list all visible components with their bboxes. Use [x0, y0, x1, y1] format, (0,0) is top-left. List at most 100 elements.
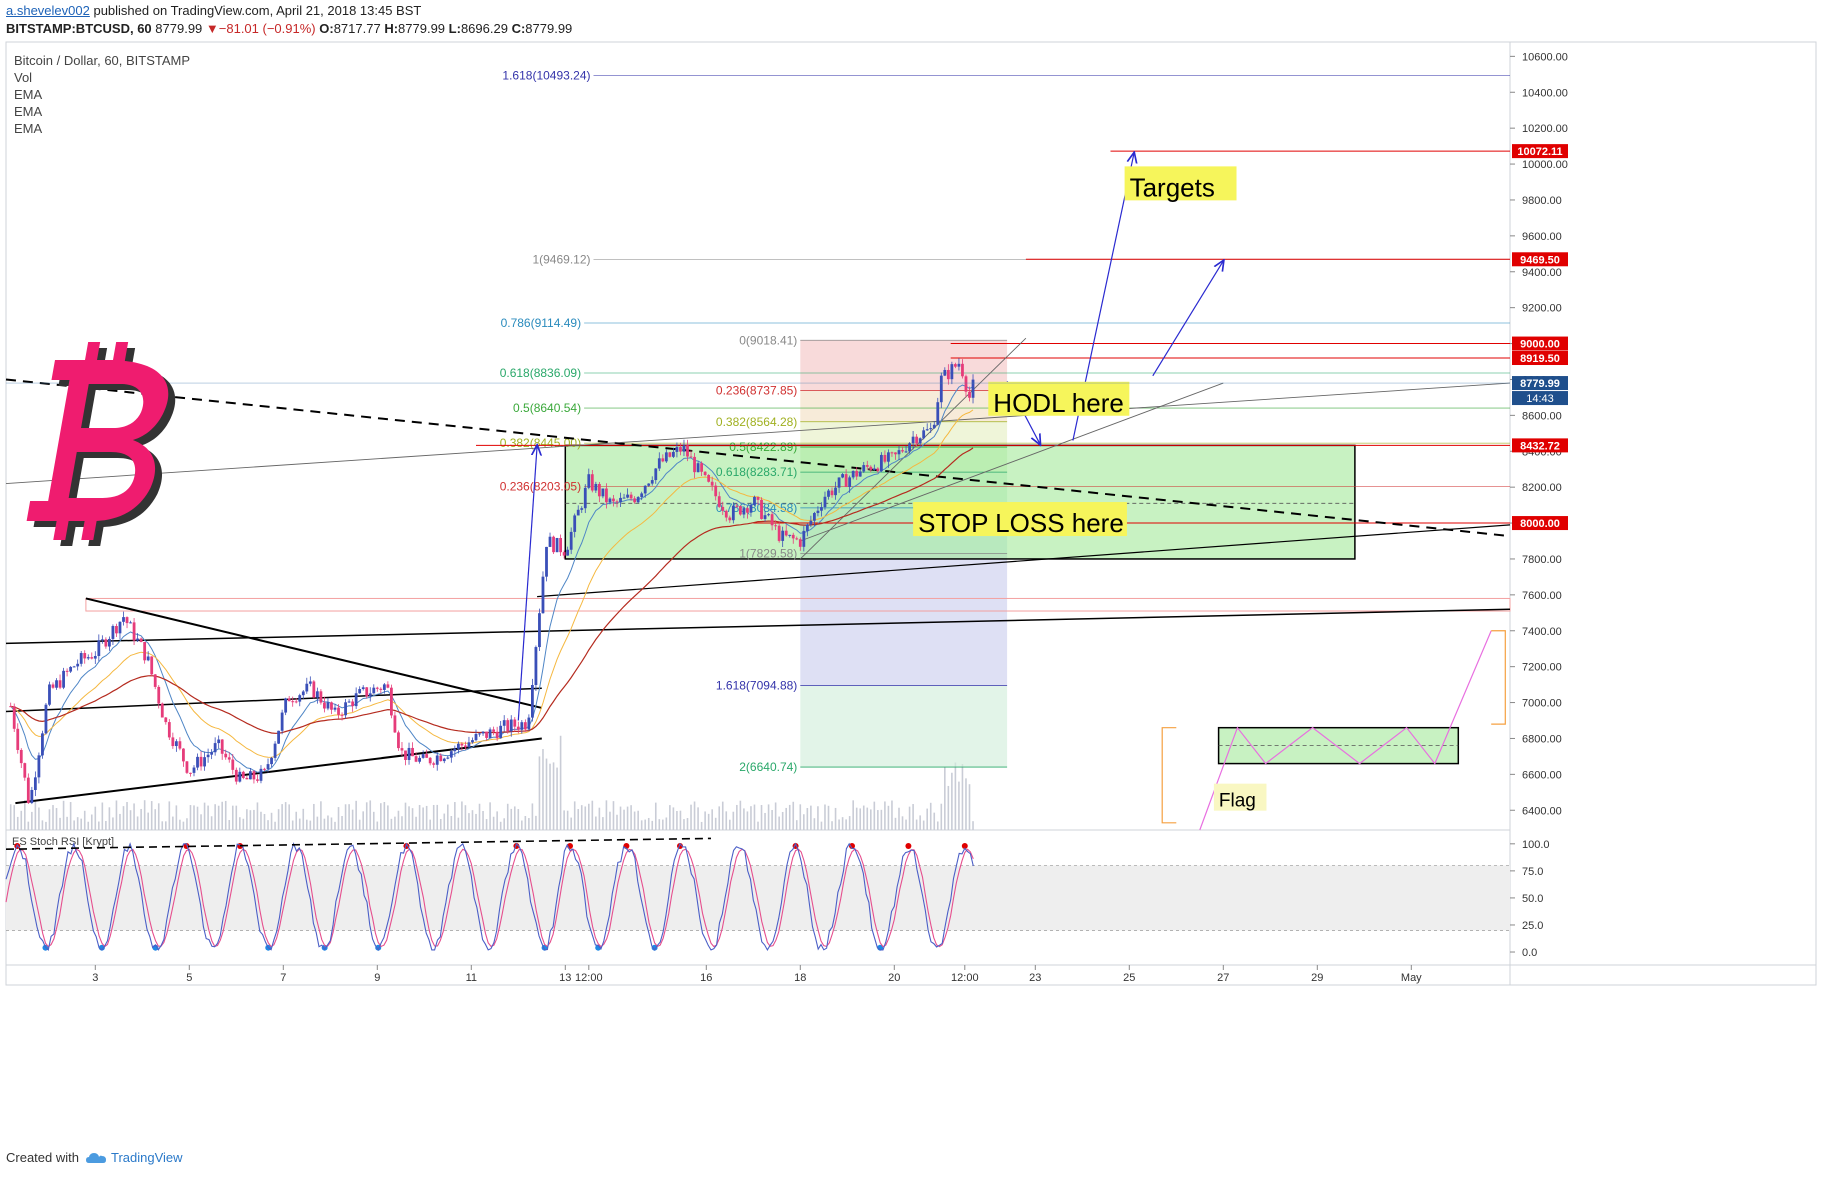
legend-item-ema-1[interactable]: EMA	[14, 87, 43, 102]
stoch-k-line	[5, 841, 974, 952]
candle-body	[249, 771, 252, 780]
volume-bar	[210, 816, 213, 830]
rising-channel-line-2	[800, 382, 1224, 542]
volume-bar	[344, 804, 347, 830]
time-tick-label: 9	[374, 972, 380, 984]
price-level-badge-text: 8919.50	[1520, 353, 1560, 365]
candle-body	[686, 445, 689, 457]
volume-bar	[454, 802, 456, 830]
candle-body	[643, 485, 647, 494]
candle-body	[961, 363, 964, 377]
stoch-overbought-dot	[905, 842, 912, 849]
time-tick-label: 27	[1217, 972, 1229, 984]
flag-bracket-right	[1491, 630, 1506, 725]
candle-body	[664, 452, 668, 462]
volume-bar	[891, 800, 893, 830]
candle-body	[167, 722, 171, 738]
time-tick-label: 3	[92, 972, 98, 984]
candle-body	[19, 749, 23, 764]
time-tick-label: 13	[559, 972, 571, 984]
candle-body	[562, 552, 566, 556]
volume-bar	[676, 811, 678, 830]
volume-bar	[584, 806, 587, 830]
author-link[interactable]: a.shevelev002	[6, 3, 90, 18]
candle-body	[488, 729, 492, 738]
volume-bar	[362, 811, 364, 830]
volume-bar	[711, 809, 713, 830]
price-level-badge	[1512, 252, 1568, 267]
volume-bar	[803, 814, 805, 830]
candle-body	[164, 717, 168, 723]
candle-body	[51, 684, 55, 688]
time-tick-label: 12:00	[951, 972, 979, 984]
volume-bar	[633, 811, 636, 830]
legend-item-vol[interactable]: Vol	[14, 70, 33, 85]
price-tick-label: 7400.00	[1522, 626, 1562, 638]
volume-bar	[700, 821, 703, 830]
legend-item-ema-2[interactable]: EMA	[14, 104, 43, 119]
volume-bar	[679, 810, 682, 830]
volume-bar	[475, 813, 477, 830]
volume-bar	[834, 807, 837, 830]
legend-item-ema-3[interactable]: EMA	[14, 121, 43, 136]
candle-body	[890, 452, 894, 454]
osc-tick-label: 0.0	[1522, 947, 1537, 959]
fib-retracement-zone	[800, 553, 1008, 686]
last-price-badge	[1512, 376, 1568, 391]
candle-body	[400, 748, 404, 751]
targets-annotation-group: Targets	[1124, 166, 1237, 202]
candle-body	[805, 524, 809, 531]
volume-bar	[443, 813, 446, 830]
volume-bar	[573, 801, 576, 830]
candle-body	[30, 789, 34, 803]
volume-bar	[503, 818, 505, 830]
volume-bar	[919, 815, 921, 830]
candle-body	[481, 731, 485, 734]
volume-bar	[757, 821, 759, 830]
volume-bar	[408, 806, 410, 830]
hodl-annotation-bg	[988, 381, 1130, 416]
candle-body	[100, 639, 104, 641]
volume-bar	[870, 809, 872, 830]
candle-body	[305, 683, 309, 692]
price-change: ▼−81.01 (−0.91%)	[205, 21, 316, 36]
volume-bar	[38, 807, 40, 830]
candle-body	[171, 737, 175, 747]
candle-body	[770, 514, 774, 526]
fib-retracement-label: 1.618(7094.88)	[716, 679, 797, 693]
candle-body	[700, 463, 703, 472]
candle-body	[668, 452, 672, 457]
volume-bar	[143, 800, 146, 830]
bitcoin-logo-glyph	[26, 342, 169, 540]
volume-bar	[605, 800, 608, 830]
candle-body	[767, 514, 770, 516]
volume-bar	[619, 806, 622, 830]
volume-bar	[524, 816, 527, 830]
candle-body	[509, 719, 513, 732]
volume-bar	[59, 817, 61, 830]
candle-body	[876, 468, 880, 472]
volume-bar	[334, 821, 336, 830]
tradingview-brand[interactable]: TradingView	[85, 1150, 183, 1165]
volume-bar	[337, 807, 340, 830]
volume-bar	[394, 816, 396, 830]
candle-body	[48, 684, 51, 705]
candle-body	[315, 691, 319, 698]
volume-bar	[115, 800, 118, 830]
candle-body	[936, 402, 940, 425]
fib-retracement-label: 0.5(8422.89)	[729, 440, 797, 454]
candle-body	[97, 640, 101, 657]
volume-bar	[732, 811, 735, 830]
volume-bar	[27, 821, 30, 830]
candle-body	[294, 701, 298, 703]
candle-body	[259, 768, 263, 781]
volume-bars	[9, 735, 974, 830]
volume-bar	[355, 800, 357, 830]
time-tick-label: 29	[1311, 972, 1323, 984]
candle-body	[615, 501, 619, 503]
bitcoin-logo-icon	[26, 342, 176, 546]
volume-bar	[9, 804, 12, 830]
volume-bar	[947, 785, 950, 830]
osc-tick-label: 75.0	[1522, 866, 1543, 878]
